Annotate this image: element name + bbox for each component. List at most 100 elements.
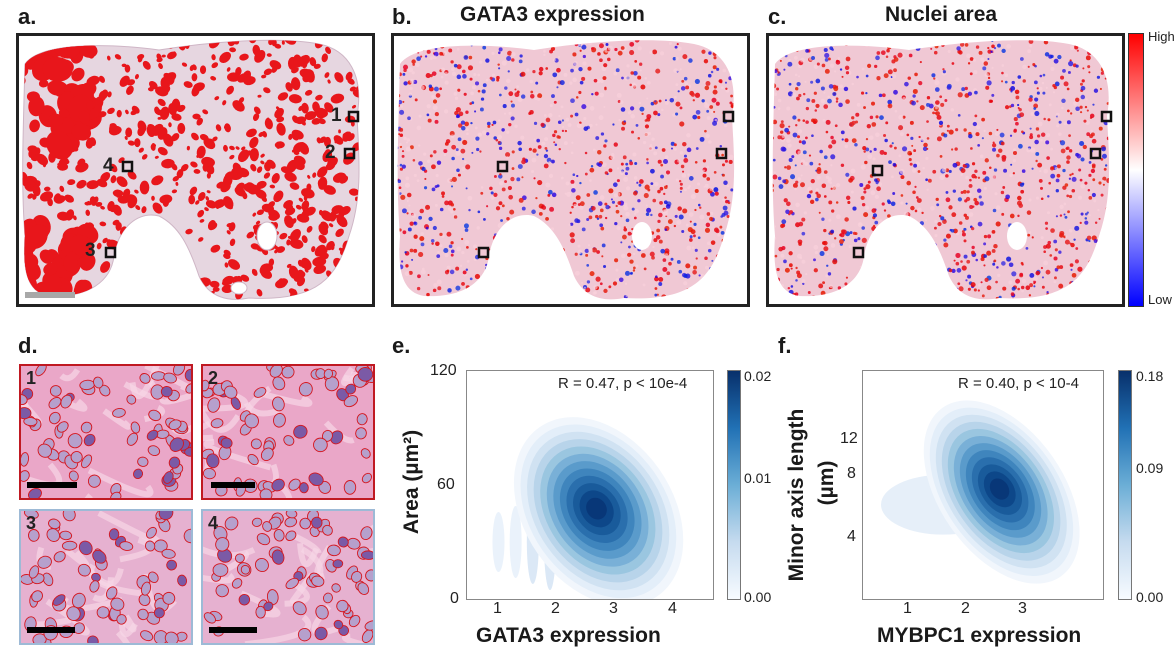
cell-dot [772, 158, 776, 162]
cell-dot [431, 164, 436, 170]
cell-dot [586, 218, 590, 222]
cell-dot [456, 246, 462, 252]
cell-dot [518, 59, 523, 64]
cell-dot [769, 140, 772, 143]
cell-dot [866, 123, 872, 129]
cell-dot [921, 211, 924, 215]
cell-dot [601, 243, 606, 248]
cell-dot [946, 83, 952, 89]
nucleus-outline [360, 526, 373, 541]
cell-dot [620, 107, 626, 112]
tumor-region [286, 239, 291, 246]
cell-dot [709, 211, 714, 216]
nucleus-outline [247, 453, 259, 466]
cell-dot [573, 203, 578, 208]
tumor-region [34, 40, 56, 47]
tumor-region [61, 159, 70, 165]
tumor-region [154, 155, 159, 159]
nucleus-outline [324, 376, 340, 392]
tumor-region [150, 143, 156, 151]
panel-c-label: c. [768, 4, 787, 29]
cell-dot [545, 227, 550, 232]
cell-dot [439, 87, 442, 91]
cell-dot [445, 297, 450, 300]
cell-dot [634, 40, 640, 43]
cell-dot [485, 263, 488, 267]
cell-dot [1055, 189, 1059, 193]
tumor-region [224, 171, 234, 180]
cell-dot [444, 253, 449, 258]
tumor-region [159, 106, 170, 120]
cell-dot [629, 106, 635, 111]
cell-dot [682, 208, 688, 214]
cell-dot [972, 121, 977, 127]
cell-dot [973, 288, 977, 292]
cell-dot [789, 210, 793, 214]
cell-dot [915, 196, 919, 199]
tumor-region [127, 40, 132, 44]
cell-dot [679, 186, 683, 190]
cell-dot [996, 153, 1000, 158]
cell-dot [492, 120, 497, 125]
cell-dot [570, 222, 574, 226]
cell-dot [773, 225, 776, 228]
cell-dot [898, 271, 901, 275]
cell-dot [497, 222, 503, 229]
cell-dot [991, 66, 994, 70]
cell-dot [827, 98, 832, 104]
cell-dot [881, 202, 885, 206]
tumor-region [340, 260, 346, 266]
cell-dot [792, 250, 795, 253]
cell-dot [616, 179, 620, 183]
cell-dot [669, 97, 675, 103]
tumor-region [277, 278, 284, 286]
cell-dot [409, 78, 415, 84]
nucleus-outline [105, 586, 118, 600]
tumor-region [279, 232, 288, 240]
cell-dot [922, 146, 928, 152]
cell-dot [680, 86, 686, 91]
cell-dot [850, 168, 856, 174]
tumor-region [205, 200, 217, 209]
cell-dot [1001, 64, 1005, 67]
cell-dot [1027, 233, 1031, 237]
cell-dot [802, 150, 807, 155]
cell-dot [835, 60, 841, 65]
nucleus-outline [345, 383, 357, 395]
cell-dot [717, 233, 721, 237]
cell-dot [845, 172, 850, 177]
cell-dot [536, 97, 541, 101]
cell-dot [951, 268, 956, 274]
tumor-region [204, 207, 209, 212]
cell-dot [866, 257, 870, 261]
cell-dot [534, 276, 538, 281]
cell-dot [394, 155, 396, 159]
cell-dot [998, 295, 1002, 299]
cell-dot [926, 137, 930, 140]
cell-dot [995, 296, 999, 300]
cell-dot [408, 294, 412, 298]
cell-dot [996, 128, 999, 131]
cell-dot [398, 228, 402, 232]
cell-dot [893, 251, 897, 255]
tumor-region [158, 40, 165, 44]
tumor-region [307, 175, 311, 179]
cell-dot [1059, 214, 1063, 217]
tumor-region [177, 122, 186, 135]
cell-dot [773, 92, 778, 96]
cell-dot [592, 291, 597, 295]
nucleus-outline [140, 630, 154, 642]
panel-c-slide [766, 33, 1125, 307]
cell-dot [465, 128, 469, 132]
cell-dot [490, 191, 494, 195]
cell-dot [434, 47, 438, 51]
cell-dot [605, 204, 610, 210]
cell-dot [397, 146, 399, 150]
cell-dot [521, 176, 524, 179]
cell-dot [996, 266, 999, 269]
cell-dot [841, 138, 844, 141]
cell-dot [955, 128, 959, 132]
cell-dot [597, 150, 602, 155]
cell-dot [465, 268, 469, 271]
cell-dot [730, 259, 734, 263]
